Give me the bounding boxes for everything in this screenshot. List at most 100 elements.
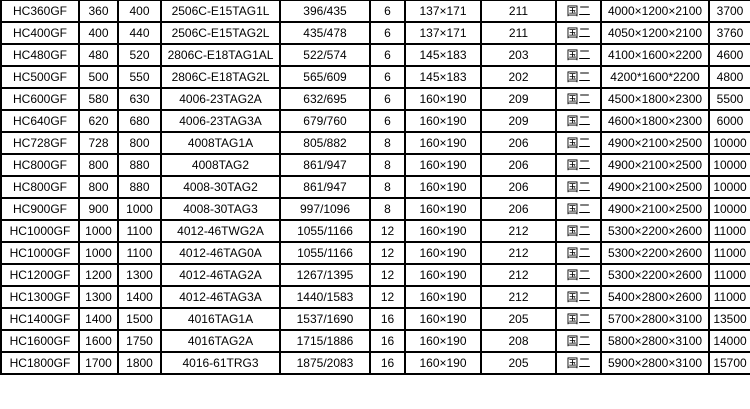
weight-cell: 11000 [708, 285, 750, 309]
dimensions-cell: 4900×2100×2500 [600, 131, 710, 155]
fuel-consumption-cell: 206 [480, 197, 557, 221]
engine-model-cell: 2806C-E18TAG1AL [160, 43, 281, 67]
model-cell: HC1000GF [0, 219, 80, 243]
fuel-consumption-cell: 209 [480, 109, 557, 133]
table-row: HC640GF 620 680 4006-23TAG3A 679/760 6 160×190… [0, 109, 750, 133]
prime-power-cell: 500 [78, 65, 119, 89]
fuel-consumption-cell: 208 [480, 329, 557, 353]
bore-stroke-cell: 160×190 [404, 307, 482, 331]
standby-power-cell: 1400 [117, 285, 162, 309]
model-cell: HC1200GF [0, 263, 80, 287]
table-row: HC900GF 900 1000 4008-30TAG3 997/1096 8 160×19… [0, 197, 750, 221]
engine-model-cell: 4008-30TAG2 [160, 175, 281, 199]
emission-standard-cell: 国二 [555, 43, 602, 67]
emission-standard-cell: 国二 [555, 219, 602, 243]
engine-power-cell: 861/947 [279, 153, 371, 177]
dimensions-cell: 5300×2200×2600 [600, 241, 710, 265]
cylinders-cell: 16 [369, 329, 406, 353]
engine-power-cell: 435/478 [279, 21, 371, 45]
fuel-consumption-cell: 212 [480, 263, 557, 287]
engine-power-cell: 1055/1166 [279, 219, 371, 243]
prime-power-cell: 360 [78, 0, 119, 23]
standby-power-cell: 1750 [117, 329, 162, 353]
bore-stroke-cell: 160×190 [404, 241, 482, 265]
fuel-consumption-cell: 209 [480, 87, 557, 111]
bore-stroke-cell: 160×190 [404, 351, 482, 375]
cylinders-cell: 8 [369, 175, 406, 199]
dimensions-cell: 4900×2100×2500 [600, 197, 710, 221]
cylinders-cell: 12 [369, 263, 406, 287]
standby-power-cell: 1800 [117, 351, 162, 375]
model-cell: HC800GF [0, 153, 80, 177]
bore-stroke-cell: 160×190 [404, 329, 482, 353]
weight-cell: 11000 [708, 263, 750, 287]
engine-model-cell: 4006-23TAG3A [160, 109, 281, 133]
cylinders-cell: 16 [369, 307, 406, 331]
engine-power-cell: 1440/1583 [279, 285, 371, 309]
bore-stroke-cell: 145×183 [404, 65, 482, 89]
weight-cell: 15700 [708, 351, 750, 375]
prime-power-cell: 900 [78, 197, 119, 221]
cylinders-cell: 12 [369, 285, 406, 309]
dimensions-cell: 4900×2100×2500 [600, 175, 710, 199]
engine-power-cell: 1055/1166 [279, 241, 371, 265]
dimensions-cell: 5800×2800×3100 [600, 329, 710, 353]
prime-power-cell: 1000 [78, 219, 119, 243]
bore-stroke-cell: 160×190 [404, 131, 482, 155]
fuel-consumption-cell: 202 [480, 65, 557, 89]
engine-model-cell: 4008TAG2 [160, 153, 281, 177]
engine-power-cell: 396/435 [279, 0, 371, 23]
table-row: HC1600GF 1600 1750 4016TAG2A 1715/1886 16 160×… [0, 329, 750, 353]
weight-cell: 6000 [708, 109, 750, 133]
table-row: HC1300GF 1300 1400 4012-46TAG3A 1440/1583 12 1… [0, 285, 750, 309]
weight-cell: 14000 [708, 329, 750, 353]
engine-power-cell: 522/574 [279, 43, 371, 67]
weight-cell: 10000 [708, 153, 750, 177]
engine-power-cell: 997/1096 [279, 197, 371, 221]
dimensions-cell: 4050×1200×2100 [600, 21, 710, 45]
engine-power-cell: 679/760 [279, 109, 371, 133]
table-row: HC1400GF 1400 1500 4016TAG1A 1537/1690 16 160×… [0, 307, 750, 331]
model-cell: HC400GF [0, 21, 80, 45]
model-cell: HC728GF [0, 131, 80, 155]
model-cell: HC800GF [0, 175, 80, 199]
bore-stroke-cell: 160×190 [404, 153, 482, 177]
engine-model-cell: 4016TAG1A [160, 307, 281, 331]
dimensions-cell: 4100×1600×2200 [600, 43, 710, 67]
bore-stroke-cell: 137×171 [404, 21, 482, 45]
prime-power-cell: 1400 [78, 307, 119, 331]
dimensions-cell: 5900×2800×3100 [600, 351, 710, 375]
emission-standard-cell: 国二 [555, 329, 602, 353]
engine-power-cell: 565/609 [279, 65, 371, 89]
emission-standard-cell: 国二 [555, 153, 602, 177]
engine-model-cell: 4016TAG2A [160, 329, 281, 353]
engine-power-cell: 1715/1886 [279, 329, 371, 353]
engine-model-cell: 4012-46TWG2A [160, 219, 281, 243]
engine-model-cell: 4008-30TAG3 [160, 197, 281, 221]
bore-stroke-cell: 160×190 [404, 87, 482, 111]
emission-standard-cell: 国二 [555, 285, 602, 309]
weight-cell: 4600 [708, 43, 750, 67]
engine-model-cell: 4006-23TAG2A [160, 87, 281, 111]
engine-power-cell: 805/882 [279, 131, 371, 155]
emission-standard-cell: 国二 [555, 175, 602, 199]
fuel-consumption-cell: 212 [480, 219, 557, 243]
weight-cell: 11000 [708, 219, 750, 243]
standby-power-cell: 440 [117, 21, 162, 45]
table-row: HC480GF 480 520 2806C-E18TAG1AL 522/574 6 145×… [0, 43, 750, 67]
prime-power-cell: 480 [78, 43, 119, 67]
standby-power-cell: 1100 [117, 219, 162, 243]
table-row: HC728GF 728 800 4008TAG1A 805/882 8 160×190 206… [0, 131, 750, 155]
model-cell: HC480GF [0, 43, 80, 67]
fuel-consumption-cell: 205 [480, 307, 557, 331]
weight-cell: 5500 [708, 87, 750, 111]
weight-cell: 3700 [708, 0, 750, 23]
model-cell: HC500GF [0, 65, 80, 89]
table-row: HC800GF 800 880 4008-30TAG2 861/947 8 160×190 2… [0, 175, 750, 199]
table-row: HC1000GF 1000 1100 4012-46TAG0A 1055/1166 12 1… [0, 241, 750, 265]
engine-power-cell: 1875/2083 [279, 351, 371, 375]
engine-model-cell: 2806C-E18TAG2L [160, 65, 281, 89]
fuel-consumption-cell: 206 [480, 131, 557, 155]
emission-standard-cell: 国二 [555, 131, 602, 155]
weight-cell: 11000 [708, 241, 750, 265]
